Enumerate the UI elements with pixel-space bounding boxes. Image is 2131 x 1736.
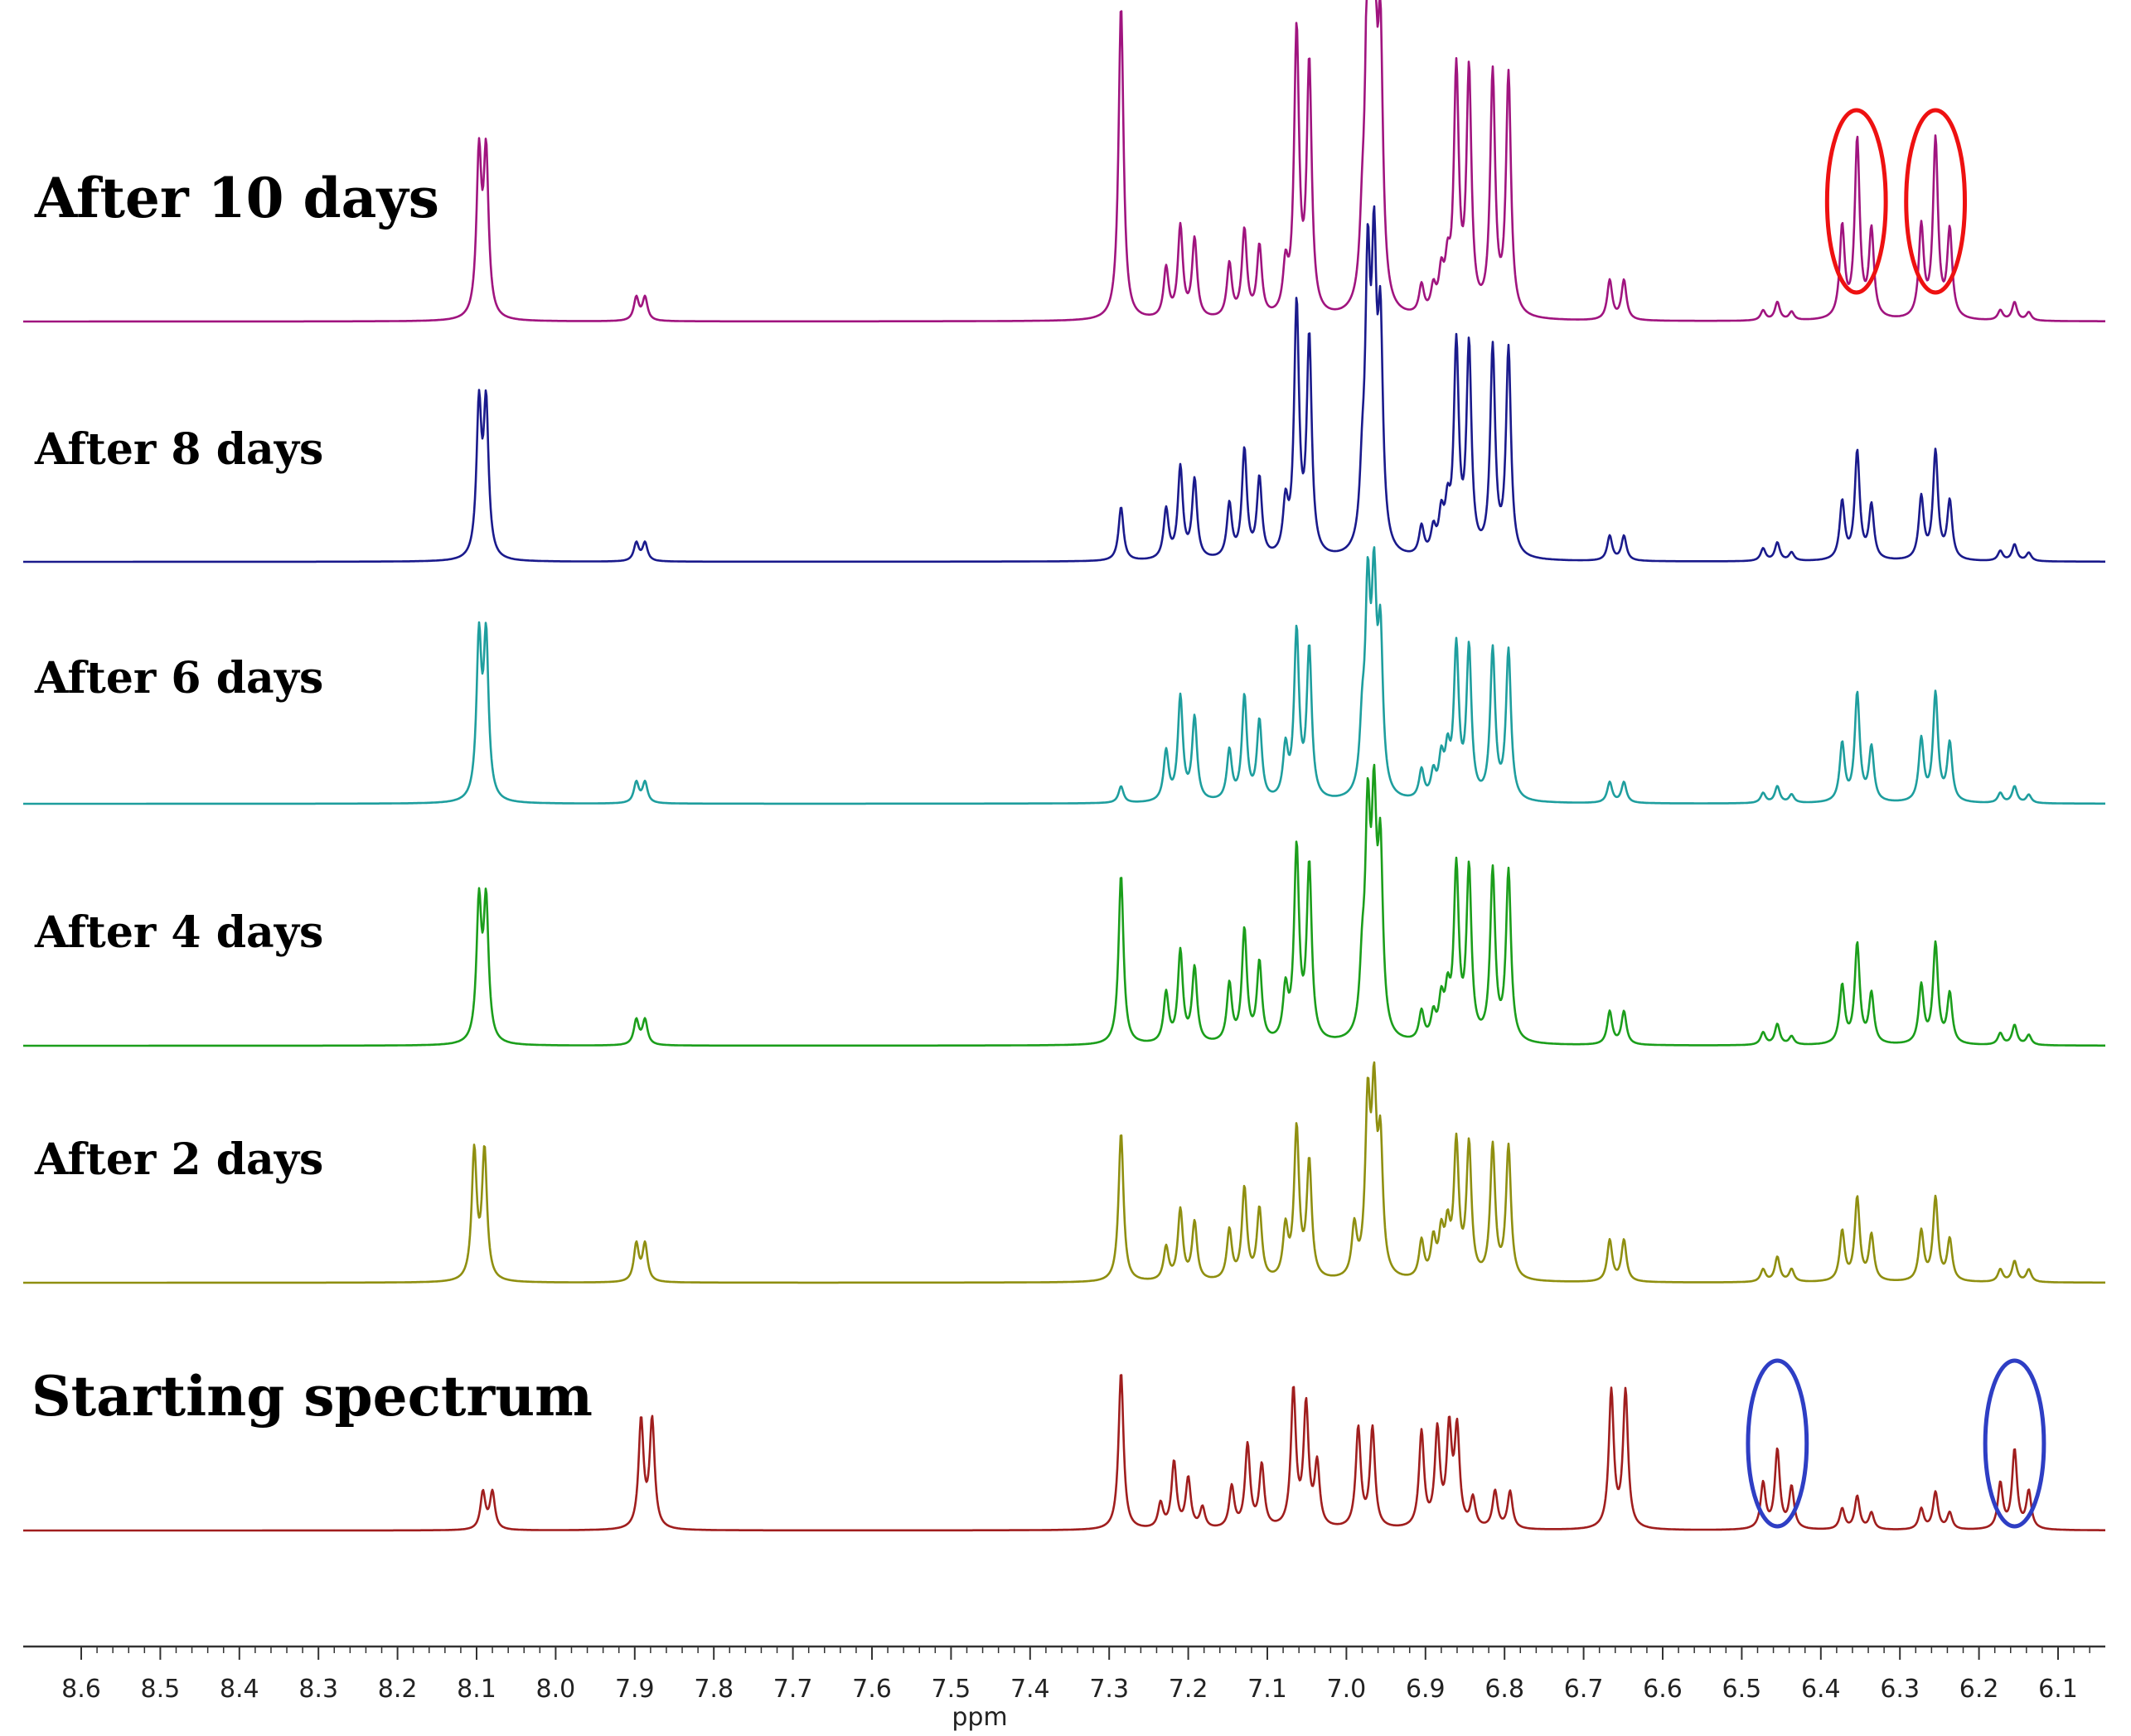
x-axis-tick-label: 7.2 — [1169, 1675, 1208, 1704]
x-axis-tick-label: 7.9 — [615, 1675, 655, 1704]
spectrum-trace-after-4-days — [22, 763, 2106, 1047]
trace-label-starting-spectrum: Starting spectrum — [31, 1364, 593, 1429]
annotation-ellipse-3 — [1746, 1358, 1809, 1529]
x-axis-tick-label: 6.8 — [1484, 1675, 1524, 1704]
trace-label-after-4-days: After 4 days — [34, 907, 323, 958]
x-axis-tick-label: 8.5 — [141, 1675, 181, 1704]
trace-labels: After 10 days After 8 days After 6 days … — [31, 166, 593, 1429]
x-axis-tick-label: 7.3 — [1089, 1675, 1129, 1704]
trace-label-after-2-days: After 2 days — [34, 1134, 323, 1185]
trace-label-after-6-days: After 6 days — [34, 653, 323, 704]
spectrum-trace-after-2-days — [22, 1061, 2106, 1284]
x-axis-tick-label: 6.6 — [1643, 1675, 1683, 1704]
x-axis-tick-label: 6.7 — [1564, 1675, 1604, 1704]
x-axis-tick-label: 7.6 — [852, 1675, 892, 1704]
x-axis-title: ppm — [952, 1703, 1007, 1732]
x-axis-tick-label: 7.5 — [932, 1675, 971, 1704]
x-axis: 8.6 8.5 8.4 8.3 8.2 8.1 8.0 7.9 7.8 7.7 7.6 7.5 7.4 7… — [23, 1645, 2105, 1732]
x-axis-tick-label: 7.4 — [1010, 1675, 1050, 1704]
x-axis-tick-label: 8.2 — [378, 1675, 418, 1704]
x-axis-tick-label: 8.0 — [536, 1675, 576, 1704]
spectrum-traces — [22, 0, 2106, 1532]
x-axis-tick-label: 6.9 — [1406, 1675, 1446, 1704]
spectrum-trace-after-8-days — [22, 205, 2106, 563]
x-axis-ticks — [80, 1647, 2090, 1660]
x-axis-tick-label: 8.1 — [457, 1675, 496, 1704]
annotation-ellipse-2 — [1904, 108, 1968, 295]
x-axis-tick-label: 8.3 — [298, 1675, 338, 1704]
spectrum-trace-starting-spectrum — [22, 1374, 2106, 1532]
trace-label-after-8-days: After 8 days — [34, 424, 323, 475]
x-axis-tick-label: 7.0 — [1327, 1675, 1367, 1704]
x-axis-tick-label: 6.4 — [1801, 1675, 1841, 1704]
annotation-ellipses — [1746, 108, 2046, 1529]
x-axis-tick-label: 6.3 — [1880, 1675, 1920, 1704]
x-axis-tick-label: 7.7 — [773, 1675, 813, 1704]
trace-label-after-10-days: After 10 days — [34, 166, 439, 230]
annotation-ellipse-4 — [1983, 1358, 2046, 1529]
x-axis-tick-label: 8.6 — [61, 1675, 101, 1704]
x-axis-tick-label: 6.5 — [1722, 1675, 1762, 1704]
x-axis-tick-label: 8.4 — [220, 1675, 259, 1704]
x-axis-tick-label: 7.1 — [1247, 1675, 1287, 1704]
x-axis-tick-label: 6.1 — [2038, 1675, 2078, 1704]
spectrum-trace-after-10-days — [22, 0, 2106, 323]
spectrum-trace-after-6-days — [22, 546, 2106, 805]
annotation-ellipse-1 — [1824, 108, 1888, 295]
x-axis-tick-label: 7.8 — [694, 1675, 734, 1704]
x-axis-tick-label: 6.2 — [1959, 1675, 1999, 1704]
x-axis-tick-labels: 8.6 8.5 8.4 8.3 8.2 8.1 8.0 7.9 7.8 7.7 7.6 7.5 7.4 7… — [61, 1675, 2078, 1704]
